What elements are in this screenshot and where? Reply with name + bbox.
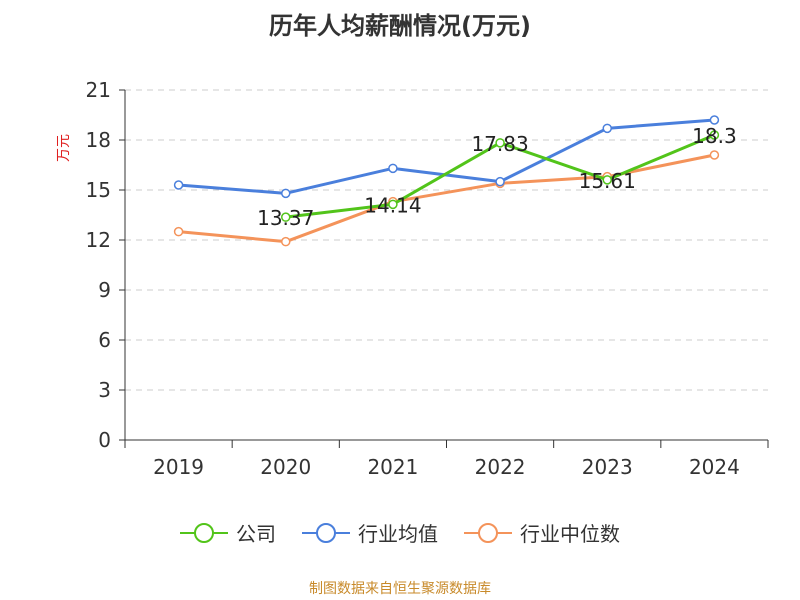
data-label: 17.83 (471, 132, 528, 156)
data-point (388, 163, 398, 174)
y-tick-label: 3 (98, 378, 111, 402)
legend-label-industry-mean: 行业均值 (358, 522, 438, 546)
legend-marker-icon (180, 522, 228, 543)
legend-item-industry-mean[interactable]: 行业均值 (302, 518, 438, 547)
data-source-note: 制图数据来自恒生聚源数据库 (309, 581, 491, 597)
legend-item-company[interactable]: 公司 (180, 518, 276, 547)
data-point (281, 236, 291, 247)
y-tick-label: 15 (86, 178, 111, 202)
data-point (495, 176, 505, 187)
data-label: 14.14 (364, 193, 421, 217)
x-tick-label: 2021 (367, 455, 418, 479)
data-label: 18.3 (692, 124, 737, 148)
legend-label-industry-median: 行业中位数 (520, 522, 620, 546)
data-point (388, 199, 398, 210)
legend-label-company: 公司 (236, 522, 276, 546)
y-tick-label: 9 (98, 278, 111, 302)
data-label: 15.61 (579, 169, 636, 193)
y-tick-label: 6 (98, 328, 111, 352)
x-tick-label: 2019 (153, 455, 204, 479)
y-tick-label: 12 (86, 228, 111, 252)
x-tick-label: 2020 (260, 455, 311, 479)
data-point (709, 150, 720, 160)
legend-marker-icon (464, 522, 512, 543)
legend-marker-icon (302, 522, 350, 543)
x-tick-label: 2024 (689, 455, 740, 479)
data-point (281, 188, 291, 199)
chart-title: 历年人均薪酬情况(万元) (269, 12, 531, 40)
data-point (709, 115, 720, 125)
y-tick-label: 18 (86, 128, 111, 152)
legend-item-industry-median[interactable]: 行业中位数 (464, 518, 620, 547)
x-tick-label: 2023 (582, 455, 633, 479)
y-tick-label: 0 (98, 428, 111, 452)
data-label: 13.37 (257, 206, 314, 230)
data-point (602, 175, 612, 185)
data-point (602, 123, 612, 134)
x-tick-label: 2022 (475, 455, 526, 479)
data-point (495, 138, 505, 148)
data-point (173, 226, 184, 237)
data-point (709, 130, 720, 140)
y-tick-label: 21 (86, 78, 111, 102)
data-point (281, 212, 291, 222)
legend: 公司 行业均值 行业中位数 (0, 518, 800, 547)
data-point (173, 180, 184, 190)
